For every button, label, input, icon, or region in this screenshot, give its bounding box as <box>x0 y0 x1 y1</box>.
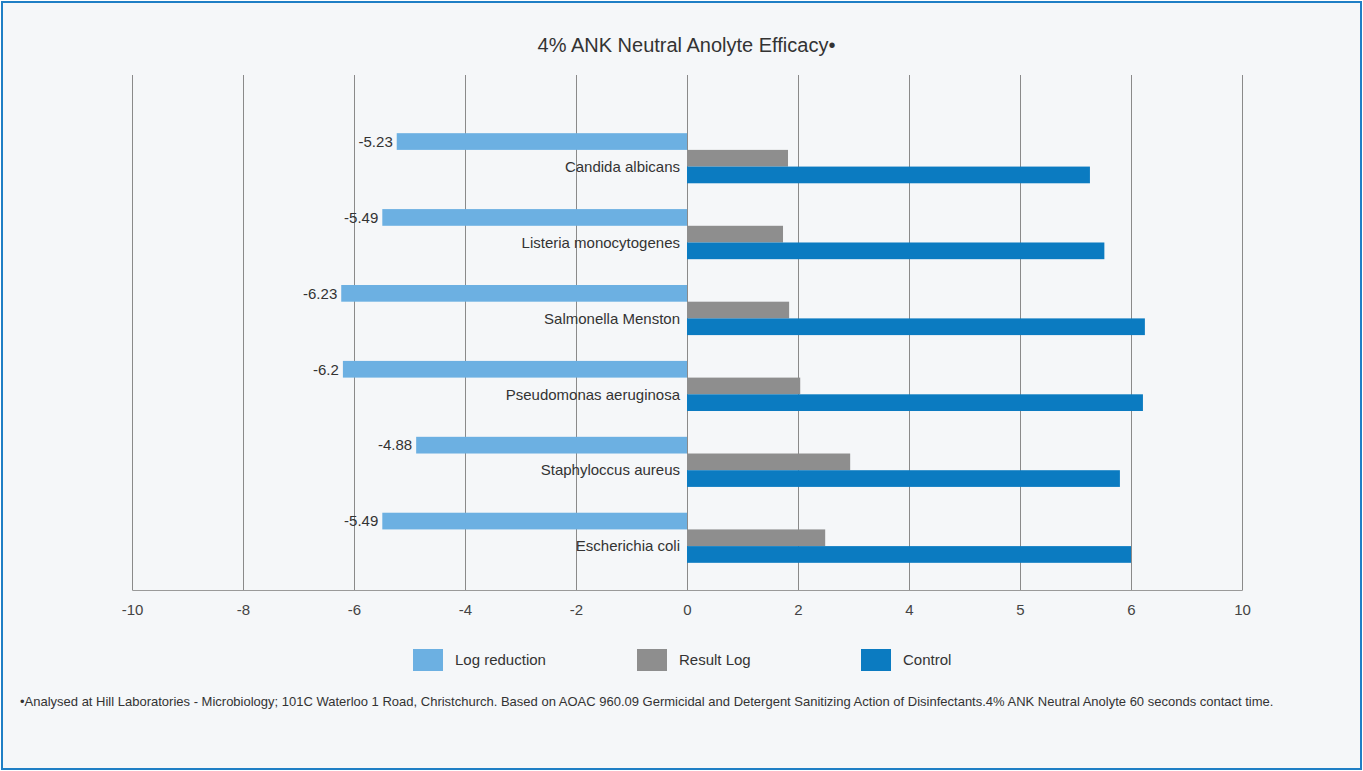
data-label: -5.23 <box>359 133 393 150</box>
bar <box>343 361 687 378</box>
x-tick: -2 <box>570 75 583 618</box>
bar <box>416 437 687 454</box>
x-tick-label: -6 <box>348 601 361 618</box>
bar <box>687 470 1120 487</box>
bar <box>341 285 687 302</box>
data-label: -6.2 <box>313 361 339 378</box>
chart: 4% ANK Neutral Anolyte Efficacy•-10-8-6-… <box>0 0 1363 771</box>
x-tick-label: -4 <box>459 601 472 618</box>
bar <box>687 226 783 243</box>
data-label: -6.23 <box>303 285 337 302</box>
category-label: Escherichia coli <box>576 537 680 554</box>
x-tick-label: 6 <box>1127 601 1135 618</box>
legend-swatch <box>637 649 667 671</box>
grid-line <box>132 75 133 590</box>
x-tick-label: 2 <box>794 601 802 618</box>
labels: -5.23 -5.49 -6.23 -6.2 -4.88 -5.49 Candida alb… <box>303 133 681 555</box>
bar <box>687 546 1131 563</box>
category-label: Listeria monocytogenes <box>522 234 680 251</box>
legend-label: Log reduction <box>455 651 546 668</box>
category-label: Pseudomonas aeruginosa <box>506 386 681 403</box>
bar <box>687 242 1104 259</box>
grid-line <box>243 75 244 590</box>
bar <box>687 318 1145 335</box>
legend-swatch <box>413 649 443 671</box>
x-tick: 6 <box>1127 75 1135 618</box>
category-label: Staphyloccus aureus <box>541 461 680 478</box>
x-tick: -4 <box>459 75 472 618</box>
x-tick: -10 <box>122 75 144 618</box>
grid-line <box>1242 75 1243 590</box>
category-label: Salmonella Menston <box>544 310 680 327</box>
bar <box>687 302 789 319</box>
bar <box>687 150 788 167</box>
x-tick-label: -2 <box>570 601 583 618</box>
legend-swatch <box>861 649 891 671</box>
data-label: -5.49 <box>344 512 378 529</box>
x-tick-label: 0 <box>683 601 691 618</box>
bars <box>341 133 1145 563</box>
title: 4% ANK Neutral Anolyte Efficacy• <box>538 34 836 56</box>
x-axis-line <box>133 75 1243 591</box>
bar <box>687 167 1090 184</box>
data-label: -5.49 <box>344 209 378 226</box>
frame <box>2 2 1361 769</box>
x-tick: -8 <box>237 75 250 618</box>
data-label: -4.88 <box>378 436 412 453</box>
x-tick-label: 10 <box>1234 601 1251 618</box>
x-tick-label: 4 <box>905 601 913 618</box>
legend-label: Control <box>903 651 951 668</box>
bar <box>687 529 825 546</box>
legend-label: Result Log <box>679 651 751 668</box>
footnote: •Analysed at Hill Laboratories - Microbi… <box>20 694 1273 709</box>
x-tick: -6 <box>348 75 361 618</box>
bar <box>687 454 850 471</box>
x-tick: 5 <box>1016 75 1024 618</box>
bar <box>397 133 687 150</box>
x-tick-label: -10 <box>122 601 144 618</box>
x-tick-label: 5 <box>1016 601 1024 618</box>
bar <box>382 513 687 530</box>
category-label: Candida albicans <box>565 158 680 175</box>
bar <box>687 394 1143 411</box>
bar <box>382 209 687 226</box>
bar <box>687 378 800 395</box>
x-tick-label: -8 <box>237 601 250 618</box>
legend: Log reduction Result Log Control <box>413 649 951 671</box>
x-tick: 10 <box>1234 75 1251 618</box>
x-tick: 4 <box>905 75 913 618</box>
x-axis: -10 -8 -6 -4 -2 0 2 4 5 6 10 <box>122 75 1251 618</box>
